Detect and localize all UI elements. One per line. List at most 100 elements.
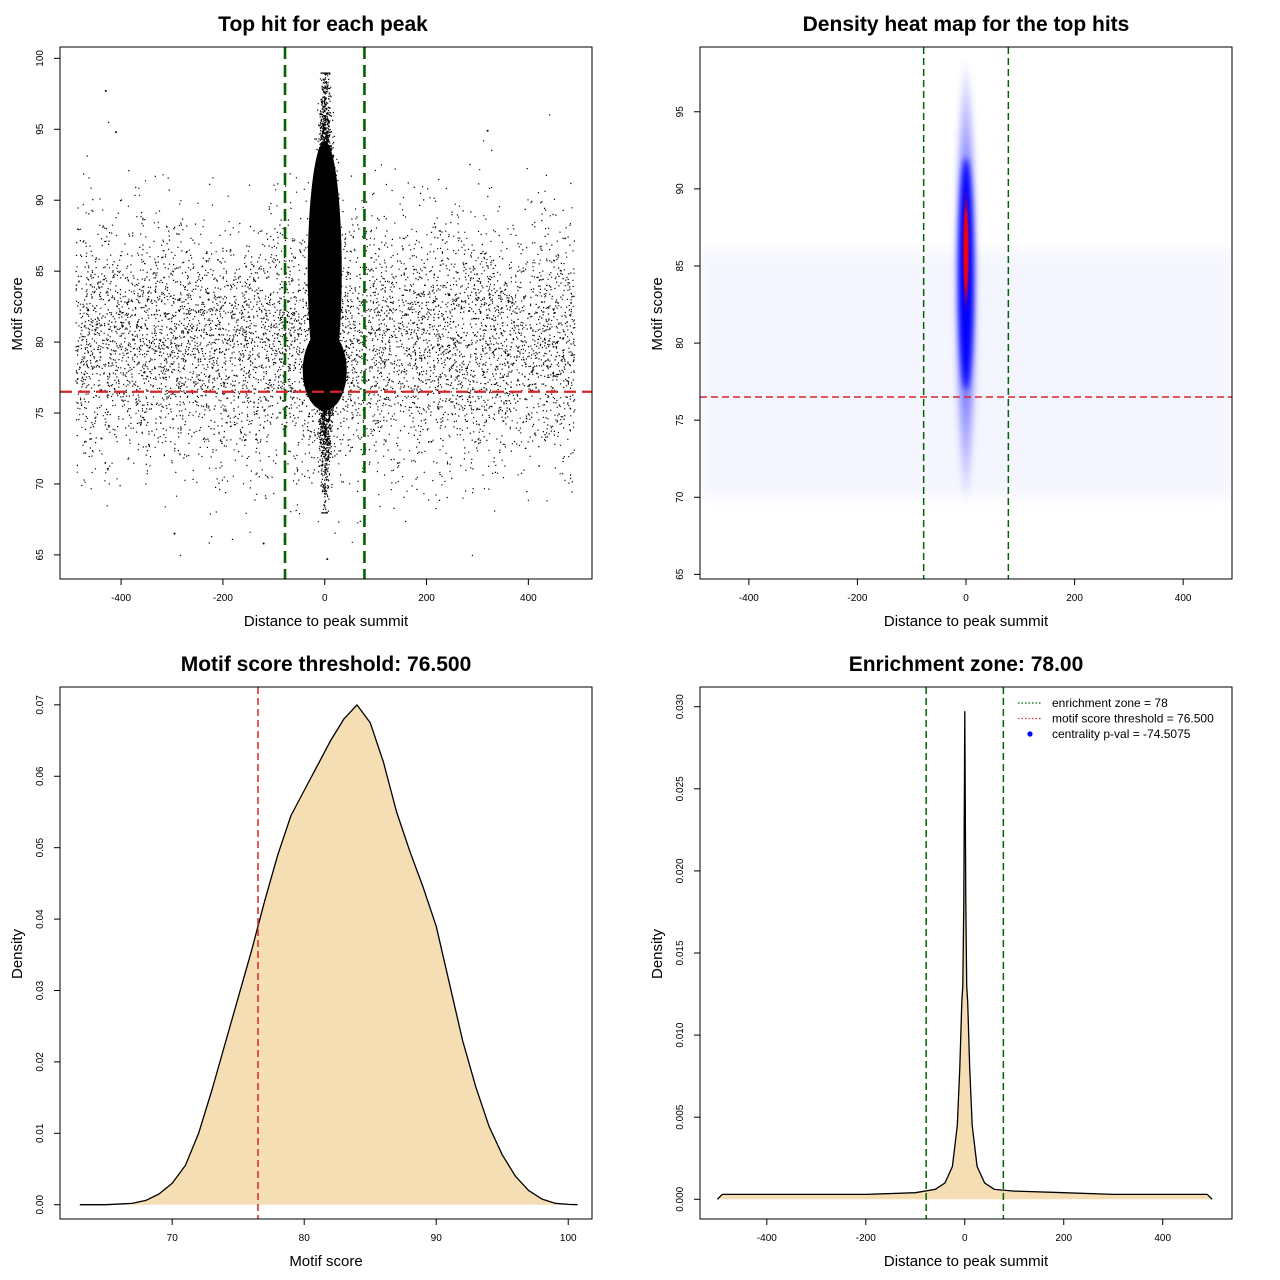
heatmap-cells (700, 47, 1232, 579)
y-tick-label: 0.00 (35, 1195, 46, 1215)
y-tick-label: 70 (35, 478, 46, 490)
y-tick-label: 95 (675, 106, 686, 118)
y-tick-label: 90 (675, 183, 686, 195)
legend-item: centrality p-val = -74.5075 (1027, 727, 1191, 741)
legend-label: motif score threshold = 76.500 (1052, 712, 1214, 726)
x-tick-label: -200 (213, 593, 233, 604)
y-tick-label: 0.015 (675, 940, 686, 965)
y-tick-label: 0.03 (35, 980, 46, 1000)
x-tick-label: 200 (1055, 1233, 1072, 1244)
y-tick-label: 65 (35, 549, 46, 561)
legend-item: motif score threshold = 76.500 (1018, 712, 1214, 726)
dense-core (302, 330, 347, 411)
y-tick-label: 95 (35, 123, 46, 135)
legend-item: enrichment zone = 78 (1018, 696, 1168, 710)
y-tick-label: 80 (675, 337, 686, 349)
outlier-point (262, 542, 265, 545)
y-tick-label: 0.025 (675, 776, 686, 801)
outlier-point (326, 558, 329, 561)
x-tick-label: 90 (431, 1233, 443, 1244)
y-tick-label: 70 (675, 491, 686, 503)
y-tick-label: 85 (35, 265, 46, 277)
x-axis: -400 -200 0 200 400 (757, 1218, 1171, 1244)
x-tick-label: -400 (757, 1233, 777, 1244)
x-tick-label: 70 (167, 1233, 179, 1244)
density-curve (79, 704, 578, 1206)
x-tick-label: -200 (856, 1233, 876, 1244)
outlier-point (115, 131, 117, 134)
y-tick-label: 65 (675, 568, 686, 580)
y-axis: 65 70 75 80 85 90 95 (675, 106, 701, 580)
x-axis-label: Distance to peak summit (244, 613, 409, 630)
y-tick-label: 0.030 (675, 694, 686, 719)
x-tick-label: 80 (299, 1233, 311, 1244)
density-fill (79, 704, 578, 1205)
legend: enrichment zone = 78 motif score threshol… (1018, 696, 1214, 741)
y-axis: 0.00 0.01 0.02 0.03 0.04 0.05 0.06 0.07 (35, 695, 61, 1215)
panel-distance-density: Enrichment zone: 78.00 -400 -200 0 200 400 0… (649, 653, 1233, 1270)
y-tick-label: 75 (35, 407, 46, 419)
x-axis: -400 -200 0 200 400 (739, 578, 1192, 604)
x-axis-label: Distance to peak summit (884, 1253, 1049, 1270)
y-tick-label: 0.010 (675, 1022, 686, 1047)
x-tick-label: 0 (322, 593, 328, 604)
y-tick-label: 100 (35, 50, 46, 67)
outlier-point (173, 532, 176, 535)
y-tick-label: 0.01 (35, 1123, 46, 1143)
x-tick-label: 200 (1066, 593, 1083, 604)
y-tick-label: 0.02 (35, 1052, 46, 1072)
density-area (716, 710, 1213, 1200)
y-tick-label: 80 (35, 336, 46, 348)
y-tick-label: 90 (35, 194, 46, 206)
x-tick-label: 400 (1175, 593, 1192, 604)
x-axis-label: Distance to peak summit (884, 613, 1049, 630)
x-axis: 70 80 90 100 (167, 1218, 577, 1244)
chart-title: Motif score threshold: 76.500 (181, 653, 472, 676)
chart-title: Density heat map for the top hits (803, 13, 1130, 36)
panel-heatmap: Density heat map for the top hits -400 -2… (649, 13, 1233, 630)
panel-score-density: Motif score threshold: 76.500 70 80 90 100 … (9, 653, 593, 1270)
density-area (79, 704, 578, 1206)
outlier-point (486, 129, 489, 132)
y-axis-label: Motif score (649, 277, 666, 350)
y-axis-label: Motif score (9, 277, 26, 350)
x-tick-label: 400 (520, 593, 537, 604)
chart-title: Top hit for each peak (218, 13, 428, 36)
x-tick-label: -400 (739, 593, 759, 604)
y-tick-label: 75 (675, 414, 686, 426)
x-tick-label: 400 (1154, 1233, 1171, 1244)
y-axis: 65 70 75 80 85 90 95 100 (35, 50, 61, 561)
x-tick-label: 100 (560, 1233, 577, 1244)
x-tick-label: 0 (962, 1233, 968, 1244)
x-tick-label: 200 (418, 593, 435, 604)
y-axis: 0.000 0.005 0.010 0.015 0.020 0.025 0.030 (675, 694, 701, 1212)
reference-lines (700, 47, 1232, 579)
y-axis-label: Density (9, 928, 26, 979)
scatter-points (75, 72, 576, 561)
y-tick-label: 0.020 (675, 858, 686, 883)
legend-label: centrality p-val = -74.5075 (1052, 727, 1191, 741)
x-tick-label: 0 (963, 593, 969, 604)
y-tick-label: 0.07 (35, 695, 46, 715)
y-tick-label: 85 (675, 260, 686, 272)
legend-point-icon (1027, 731, 1033, 737)
heatmap-hotspot-peak (962, 181, 970, 320)
x-axis-label: Motif score (289, 1253, 362, 1270)
y-tick-label: 0.06 (35, 766, 46, 786)
y-axis-label: Density (649, 928, 666, 979)
y-tick-label: 0.05 (35, 838, 46, 858)
density-fill (717, 711, 1213, 1200)
panel-scatter: Top hit for each peak -400 -200 0 200 400 65… (9, 13, 593, 630)
x-axis: -400 -200 0 200 400 (111, 578, 537, 604)
chart-title: Enrichment zone: 78.00 (849, 653, 1084, 676)
y-tick-label: 0.000 (675, 1186, 686, 1211)
outlier-point (104, 89, 107, 92)
density-curve (716, 710, 1213, 1200)
y-tick-label: 0.005 (675, 1104, 686, 1129)
y-tick-label: 0.04 (35, 909, 46, 929)
x-tick-label: -400 (111, 593, 131, 604)
reference-lines (925, 687, 1005, 1219)
legend-label: enrichment zone = 78 (1052, 696, 1168, 710)
x-tick-label: -200 (847, 593, 867, 604)
